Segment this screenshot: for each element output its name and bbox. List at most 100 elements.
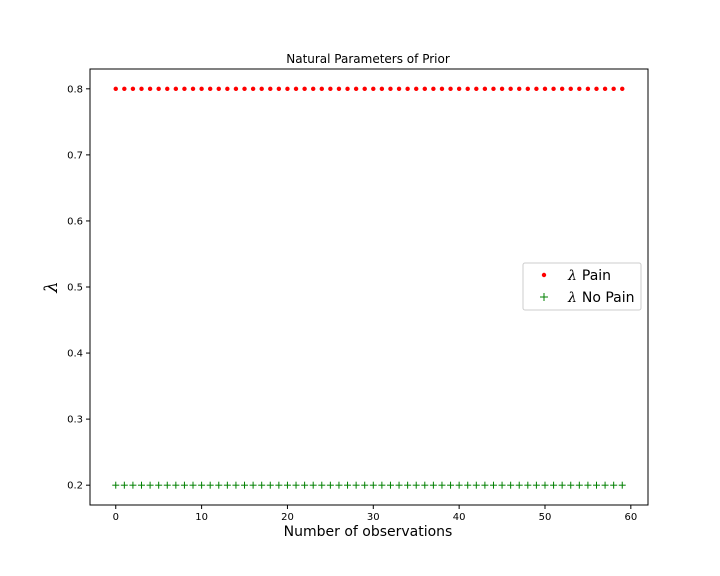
legend-marker-no-pain (540, 293, 548, 301)
pain-point (122, 86, 127, 92)
pain-point (422, 86, 427, 92)
pain-point (233, 86, 239, 92)
no-pain-point (575, 481, 583, 489)
no-pain-point (395, 481, 403, 489)
pain-point (336, 86, 342, 92)
pain-point (302, 86, 307, 92)
no-pain-point (232, 481, 240, 489)
pain-point (182, 86, 187, 92)
pain-point (620, 86, 625, 92)
pain-point (491, 86, 496, 92)
pain-point (517, 86, 522, 92)
no-pain-point (352, 481, 360, 489)
pain-point (388, 86, 393, 92)
no-pain-point (584, 481, 592, 489)
no-pain-point (592, 481, 600, 489)
no-pain-point (524, 481, 532, 489)
no-pain-point (378, 481, 386, 489)
pain-point (499, 86, 505, 92)
legend-text-no-pain: No Pain (582, 290, 635, 306)
pain-point (173, 86, 179, 92)
pain-point (585, 86, 591, 92)
no-pain-point (335, 481, 343, 489)
x-tick-label: 10 (195, 512, 208, 523)
pain-point (525, 86, 531, 92)
pain-point (293, 86, 299, 92)
no-pain-point (326, 481, 334, 489)
no-pain-point (206, 481, 214, 489)
pain-point (465, 86, 470, 92)
x-axis: 0 10 20 30 40 50 60 (113, 505, 637, 523)
pain-point (345, 86, 350, 92)
pain-point (130, 86, 136, 92)
no-pain-point (275, 481, 283, 489)
no-pain-point (429, 481, 437, 489)
no-pain-point (180, 481, 188, 489)
pain-point (353, 86, 359, 92)
x-tick-label: 20 (281, 512, 294, 523)
no-pain-point (318, 481, 326, 489)
x-tick-label: 40 (453, 512, 466, 523)
pain-point (577, 86, 582, 92)
no-pain-point (515, 481, 523, 489)
pain-point (199, 86, 204, 92)
no-pain-point (464, 481, 472, 489)
no-pain-point (532, 481, 540, 489)
pain-point (371, 86, 376, 92)
pain-point (259, 86, 264, 92)
pain-point (242, 86, 247, 92)
no-pain-point (155, 481, 163, 489)
legend-label-no-pain: λ No Pain (567, 290, 635, 306)
no-pain-point (129, 481, 137, 489)
y-tick-label: 0.4 (67, 349, 83, 360)
pain-point (250, 86, 256, 92)
no-pain-point (163, 481, 171, 489)
no-pain-point (558, 481, 566, 489)
pain-point (362, 86, 367, 92)
no-pain-point (249, 481, 257, 489)
pain-point (594, 86, 599, 92)
x-tick-label: 50 (539, 512, 552, 523)
no-pain-point (541, 481, 549, 489)
no-pain-point (412, 481, 420, 489)
y-tick-label: 0.5 (67, 283, 83, 294)
no-pain-point (292, 481, 300, 489)
no-pain-point (138, 481, 146, 489)
no-pain-point (481, 481, 489, 489)
no-pain-point (215, 481, 223, 489)
no-pain-point (146, 481, 154, 489)
legend-text-pain: Pain (582, 268, 611, 284)
legend-symbol-no-pain: λ (567, 290, 577, 306)
chart-title: Natural Parameters of Prior (286, 52, 450, 66)
no-pain-point (618, 481, 626, 489)
no-pain-point (258, 481, 266, 489)
no-pain-point (198, 481, 206, 489)
legend-box (522, 262, 642, 311)
no-pain-point (507, 481, 515, 489)
no-pain-point (386, 481, 394, 489)
data-points (112, 86, 626, 489)
pain-point (276, 86, 282, 92)
no-pain-point (241, 481, 249, 489)
pain-point (551, 86, 556, 92)
legend-marker-pain (541, 272, 547, 278)
no-pain-point (404, 481, 412, 489)
pain-point (542, 86, 548, 92)
no-pain-point (550, 481, 558, 489)
no-pain-point (610, 481, 618, 489)
no-pain-point (498, 481, 506, 489)
pain-point (559, 86, 565, 92)
pain-point (448, 86, 453, 92)
pain-point (405, 86, 410, 92)
no-pain-point (472, 481, 480, 489)
no-pain-point (567, 481, 575, 489)
pain-point (139, 86, 144, 92)
pain-point (456, 86, 462, 92)
pain-point (379, 86, 385, 92)
y-tick-label: 0.8 (67, 84, 83, 95)
no-pain-point (455, 481, 463, 489)
legend-label-pain: λ Pain (567, 268, 611, 284)
pain-point (147, 86, 153, 92)
pain-point (568, 86, 573, 92)
